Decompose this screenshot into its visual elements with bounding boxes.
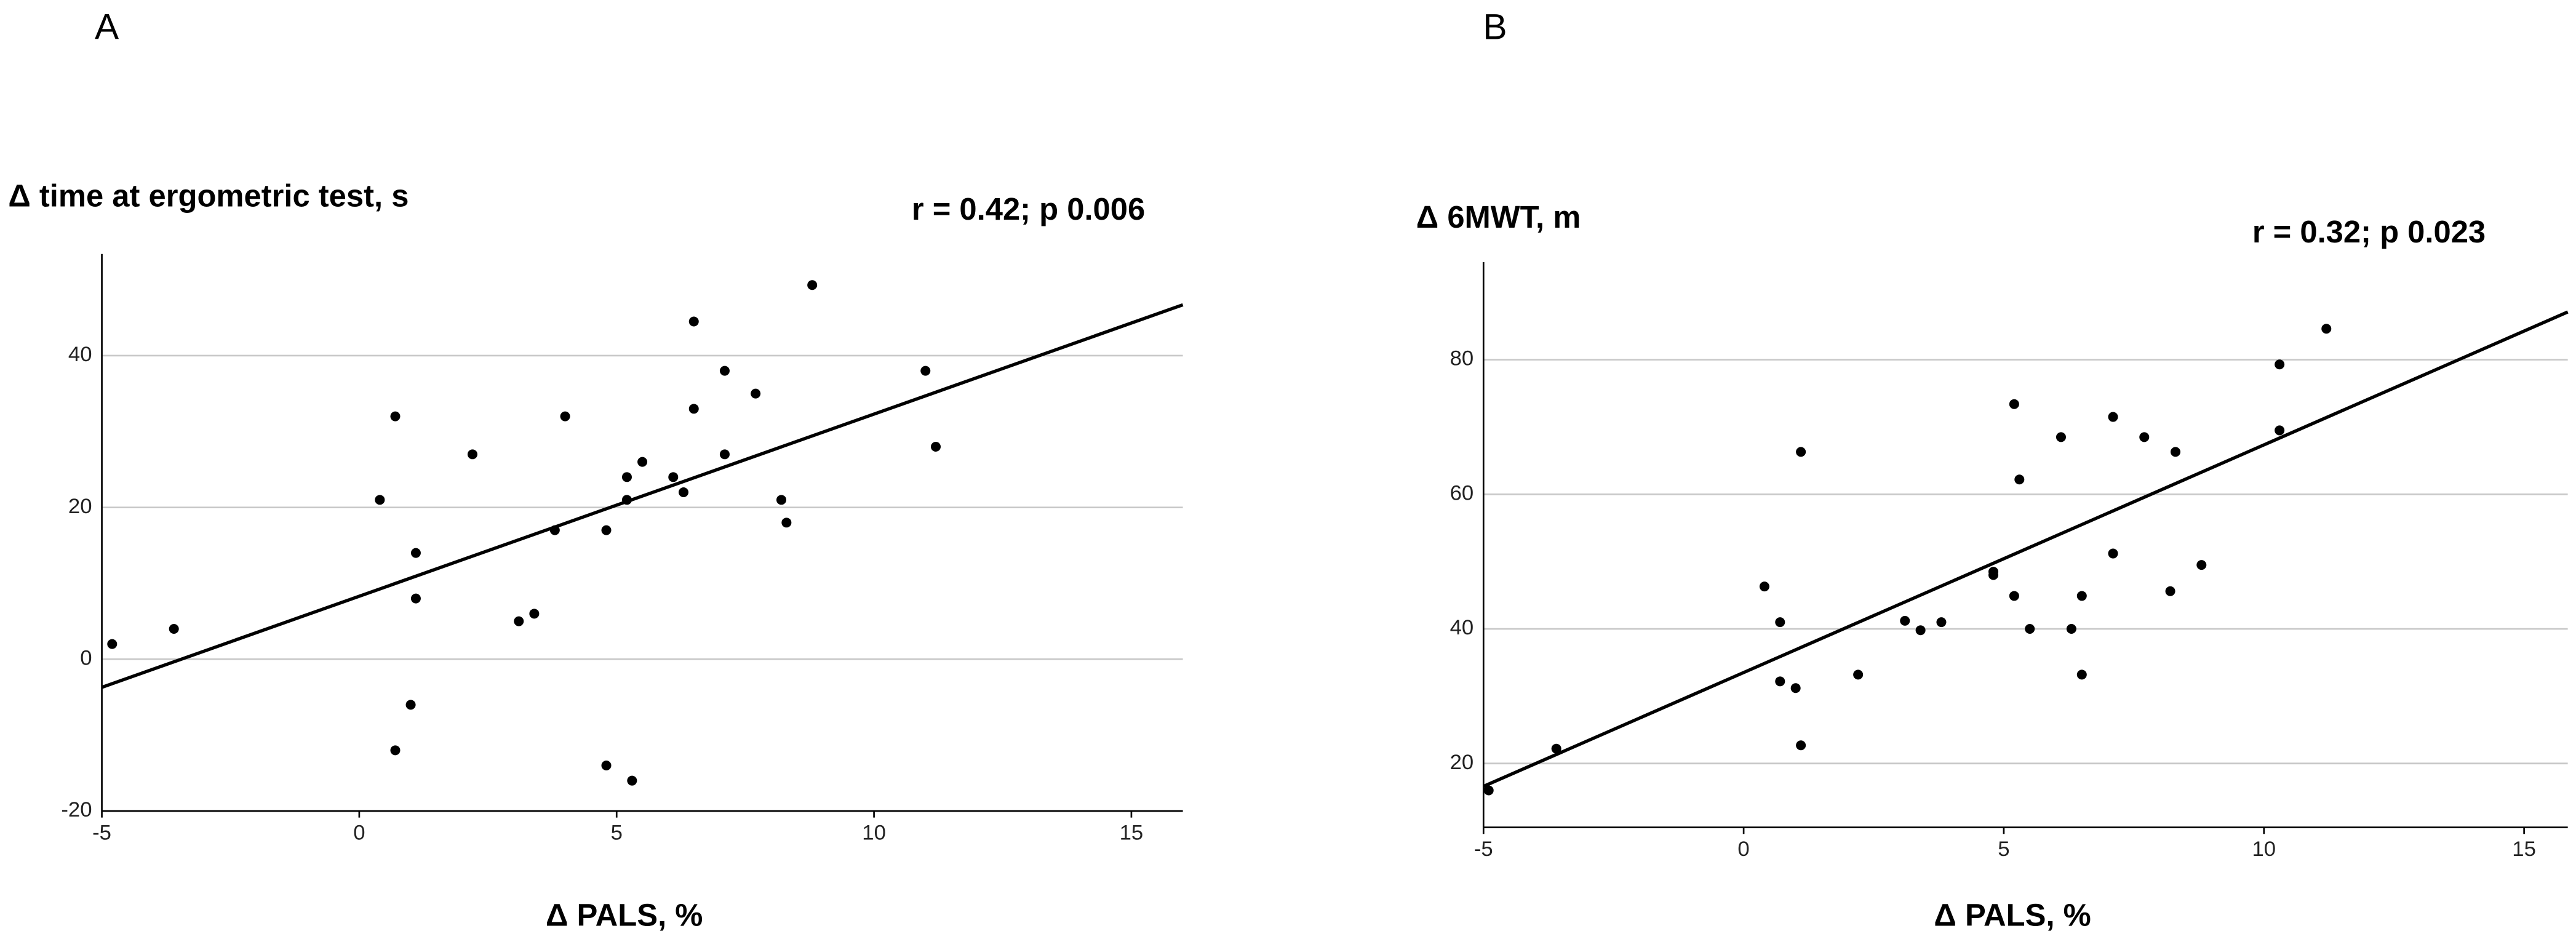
data-point xyxy=(1796,447,1806,457)
data-point xyxy=(410,593,421,604)
data-point xyxy=(1790,683,1801,693)
data-point xyxy=(2076,669,2087,680)
y-tick-label: 60 xyxy=(1450,481,1474,505)
data-point xyxy=(2014,474,2025,485)
data-point xyxy=(2076,591,2087,601)
data-point xyxy=(751,388,761,399)
data-point xyxy=(688,404,699,414)
data-point xyxy=(2108,548,2118,559)
x-tick-label: -5 xyxy=(92,821,111,844)
y-axis-title: Δ time at ergometric test, s xyxy=(8,178,409,214)
y-axis-title: Δ 6MWT, m xyxy=(1416,199,1581,234)
data-point xyxy=(627,775,637,786)
y-tick-label: 40 xyxy=(68,343,92,366)
data-point xyxy=(1551,743,1561,754)
data-point xyxy=(2275,359,2285,370)
data-point xyxy=(1775,617,1785,628)
data-point xyxy=(621,472,632,482)
data-point xyxy=(529,609,540,619)
data-point xyxy=(2196,560,2207,570)
data-point xyxy=(2275,425,2285,436)
data-point xyxy=(920,366,931,376)
y-tick-label: 20 xyxy=(68,495,92,518)
x-tick-label: 5 xyxy=(1998,837,2009,861)
data-point xyxy=(2139,432,2150,442)
y-tick-label: -20 xyxy=(61,798,92,821)
data-point xyxy=(1936,617,1947,628)
data-point xyxy=(375,495,385,505)
data-point xyxy=(679,487,689,497)
x-axis-title: Δ PALS, % xyxy=(546,897,703,932)
data-point xyxy=(1900,615,1910,626)
data-point xyxy=(467,449,477,460)
data-point xyxy=(1915,625,1926,636)
data-point xyxy=(2066,624,2076,634)
data-point xyxy=(514,616,524,626)
panel-label: A xyxy=(95,7,119,47)
data-point xyxy=(2321,324,2332,334)
data-point xyxy=(719,449,730,460)
y-tick-label: 80 xyxy=(1450,347,1474,370)
data-point xyxy=(776,495,786,505)
data-point xyxy=(601,525,612,535)
data-point xyxy=(410,548,421,558)
y-tick-label: 20 xyxy=(1450,751,1474,774)
data-point xyxy=(2009,591,2019,601)
x-tick-label: -5 xyxy=(1474,837,1493,861)
data-point xyxy=(390,745,401,756)
data-point xyxy=(1796,740,1806,751)
data-point xyxy=(688,316,699,327)
data-point xyxy=(2056,432,2066,442)
data-point xyxy=(930,441,941,452)
x-tick-label: 15 xyxy=(2512,837,2536,861)
data-point xyxy=(807,280,818,290)
data-point xyxy=(405,700,416,710)
data-point xyxy=(2009,399,2019,409)
data-point xyxy=(169,624,179,634)
data-point xyxy=(1988,570,1999,580)
x-tick-label: 15 xyxy=(1120,821,1144,844)
y-tick-label: 0 xyxy=(80,647,92,670)
x-tick-label: 0 xyxy=(1737,837,1749,861)
x-axis-title: Δ PALS, % xyxy=(1934,897,2091,932)
data-point xyxy=(549,525,560,535)
panel-label: B xyxy=(1483,7,1507,47)
data-point xyxy=(1853,669,1864,680)
data-point xyxy=(1759,581,1769,592)
annotation: r = 0.32; p 0.023 xyxy=(2252,214,2486,249)
annotation: r = 0.42; p 0.006 xyxy=(912,191,1145,226)
data-point xyxy=(1775,676,1785,687)
fit-line xyxy=(101,303,1184,689)
data-point xyxy=(2170,447,2181,457)
data-point xyxy=(668,472,679,482)
data-point xyxy=(560,411,570,422)
data-point xyxy=(2108,412,2118,422)
data-point xyxy=(781,517,792,528)
data-point xyxy=(719,366,730,376)
data-point xyxy=(107,639,118,649)
y-tick-label: 40 xyxy=(1450,616,1474,639)
x-tick-label: 5 xyxy=(611,821,623,844)
data-point xyxy=(2025,624,2035,634)
data-point xyxy=(390,411,401,422)
x-tick-label: 0 xyxy=(353,821,365,844)
data-point xyxy=(621,495,632,505)
data-point xyxy=(601,761,612,770)
x-tick-label: 10 xyxy=(2252,837,2276,861)
fit-line xyxy=(1483,310,2569,788)
data-point xyxy=(637,457,648,467)
data-point xyxy=(2165,586,2175,596)
x-tick-label: 10 xyxy=(862,821,886,844)
data-point xyxy=(1483,785,1494,796)
